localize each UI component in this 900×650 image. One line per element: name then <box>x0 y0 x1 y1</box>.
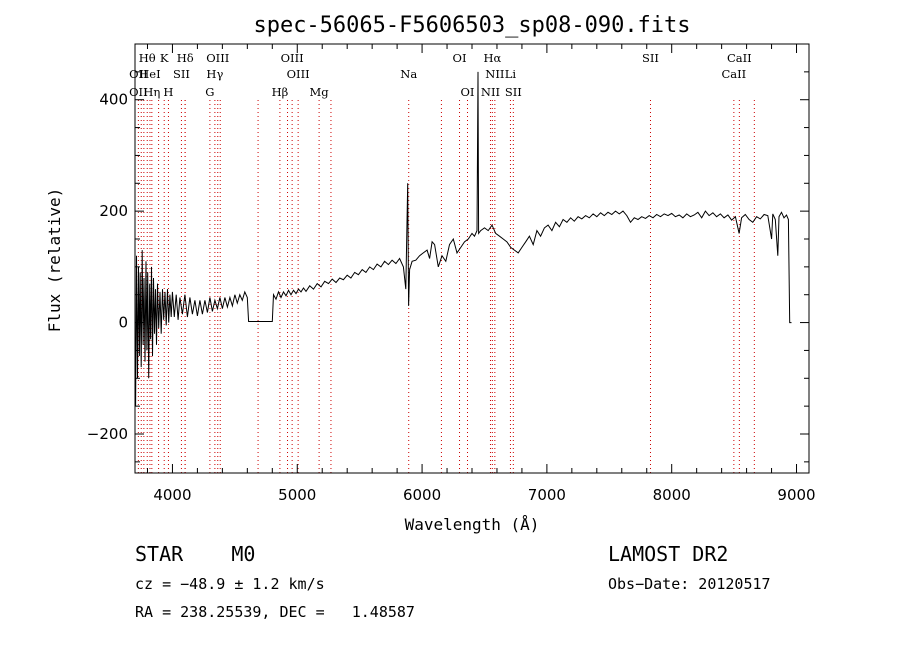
y-axis-label: Flux (relative) <box>45 188 64 333</box>
line-label-middle: NII <box>485 67 504 81</box>
line-label-middle: Na <box>400 67 417 81</box>
y-tick-label: −200 <box>87 425 128 443</box>
line-label-upper: Hδ <box>177 51 194 65</box>
x-tick-label: 6000 <box>403 486 441 504</box>
y-tick-label: 200 <box>99 202 128 220</box>
x-tick-label: 8000 <box>653 486 691 504</box>
object-class: STAR M0 <box>135 542 255 566</box>
y-axis: −200 0 200 400 <box>87 43 809 463</box>
redshift-label: cz = −48.9 ± 1.2 km/s <box>135 575 325 593</box>
x-tick-label: 4000 <box>153 486 191 504</box>
y-tick-label: 0 <box>118 314 128 332</box>
x-tick-label: 5000 <box>278 486 316 504</box>
line-label-middle: OII <box>129 67 148 81</box>
x-tick-label: 7000 <box>528 486 566 504</box>
plot-area <box>135 71 792 407</box>
coordinates-label: RA = 238.25539, DEC = 1.48587 <box>135 603 415 621</box>
plot-frame <box>134 43 810 474</box>
line-label-upper: OIII <box>206 51 229 65</box>
y-tick-label: 400 <box>99 91 128 109</box>
line-label-lower: G <box>205 85 214 99</box>
chart-title: spec-56065-F5606503_sp08-090.fits <box>253 13 690 38</box>
line-label-lower: Hβ <box>272 85 289 99</box>
spectrum-series-0 <box>135 71 792 407</box>
subclass-label: M0 <box>231 542 256 566</box>
line-label-middle: CaII <box>721 67 746 81</box>
line-label-middle: OIII <box>287 67 310 81</box>
line-label-lower: Hη <box>143 85 160 99</box>
line-label-upper: OI <box>453 51 467 65</box>
survey-label: LAMOST DR2 <box>608 542 729 566</box>
line-label-middle: HeI <box>139 67 160 81</box>
line-label-upper: OIII <box>281 51 304 65</box>
class-label: STAR <box>135 542 184 566</box>
line-label-middle: Hγ <box>206 67 223 81</box>
line-label-lower: SII <box>505 85 522 99</box>
x-axis: 4000 5000 6000 7000 8000 9000 <box>146 44 816 504</box>
line-label-upper: Hα <box>483 51 501 65</box>
line-label-lower: OI <box>461 85 475 99</box>
line-label-upper: CaII <box>727 51 752 65</box>
line-label-lower: Mg <box>310 85 330 99</box>
line-label-middle: SII <box>173 67 190 81</box>
line-label-middle: Li <box>505 67 517 81</box>
line-label-upper: SII <box>642 51 659 65</box>
x-axis-label: Wavelength (Å) <box>405 515 540 534</box>
obs-date-label: Obs−Date: 20120517 <box>608 575 771 593</box>
line-label-lower: H <box>163 85 173 99</box>
line-label-lower: OII <box>129 85 148 99</box>
line-label-upper: Hθ <box>139 51 156 65</box>
line-label-lower: NII <box>481 85 500 99</box>
line-label-upper: K <box>160 51 169 65</box>
x-tick-label: 9000 <box>777 486 815 504</box>
